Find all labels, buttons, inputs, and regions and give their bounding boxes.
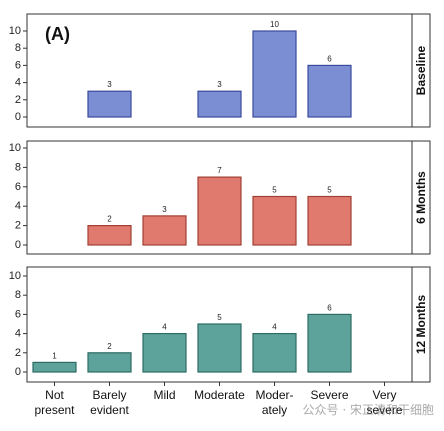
bar (307, 64, 352, 118)
y-tick-label: 10 (9, 142, 21, 154)
bar-value-label: 5 (272, 186, 277, 195)
panel-strip (411, 13, 431, 128)
bar-value-label: 4 (162, 323, 167, 332)
x-tick-label: evident (90, 403, 129, 417)
y-tick-label: 6 (15, 59, 21, 71)
x-tick-label: Barely (92, 388, 126, 402)
panel-strip (411, 266, 431, 383)
y-tick-label: 4 (15, 77, 21, 89)
bar (197, 90, 242, 118)
bar (142, 333, 187, 373)
bar-value-label: 3 (107, 80, 112, 89)
x-tick-label: Very (372, 388, 396, 402)
y-tick-label: 10 (9, 270, 21, 282)
bar-value-label: 4 (272, 323, 277, 332)
bar-value-label: 2 (107, 342, 112, 351)
panel-strip (411, 140, 431, 255)
bar (307, 313, 352, 373)
bar (87, 90, 132, 118)
y-tick-label: 6 (15, 181, 21, 193)
bar-value-label: 3 (217, 80, 222, 89)
bar (197, 323, 242, 373)
x-tick-label: ately (262, 403, 287, 417)
panel-strip-label: 12 Months (414, 295, 428, 355)
bar-value-label: 2 (107, 215, 112, 224)
bar (252, 195, 297, 246)
bar-value-label: 6 (327, 303, 332, 312)
x-tick-label: Mild (153, 388, 175, 402)
x-tick-label: Moderate (194, 388, 245, 402)
bar (252, 333, 297, 373)
panel-strip-label: 6 Months (414, 171, 428, 224)
chart-title: (A) (45, 24, 70, 44)
bar (197, 176, 242, 246)
bar-value-label: 5 (217, 313, 222, 322)
watermark-text: 公众号 · 宋正清和干细胞 (302, 403, 434, 417)
y-tick-label: 8 (15, 289, 21, 301)
bar (252, 30, 297, 118)
bar (142, 215, 187, 246)
bar (32, 361, 77, 373)
bar (87, 225, 132, 246)
y-tick-label: 2 (15, 347, 21, 359)
y-tick-label: 0 (15, 239, 21, 251)
x-tick-label: Severe (310, 388, 348, 402)
y-tick-label: 8 (15, 161, 21, 173)
x-tick-label: Moder- (255, 388, 293, 402)
bar-value-label: 1 (52, 351, 57, 360)
panel-strip-label: Baseline (414, 45, 428, 95)
y-tick-label: 8 (15, 42, 21, 54)
y-tick-label: 4 (15, 200, 21, 212)
bar (87, 352, 132, 373)
x-tick-label: present (34, 403, 75, 417)
x-tick-label: Not (45, 388, 64, 402)
bar (307, 195, 352, 246)
y-tick-label: 0 (15, 366, 21, 378)
y-tick-label: 6 (15, 308, 21, 320)
bar-value-label: 5 (327, 186, 332, 195)
y-tick-label: 10 (9, 25, 21, 37)
y-tick-label: 0 (15, 111, 21, 123)
y-tick-label: 2 (15, 220, 21, 232)
x-tick-label: severe (366, 403, 402, 417)
y-tick-label: 2 (15, 94, 21, 106)
bar-value-label: 6 (327, 54, 332, 63)
y-tick-label: 4 (15, 328, 21, 340)
bar-value-label: 10 (270, 20, 279, 29)
bar-value-label: 7 (217, 166, 222, 175)
bar-value-label: 3 (162, 205, 167, 214)
